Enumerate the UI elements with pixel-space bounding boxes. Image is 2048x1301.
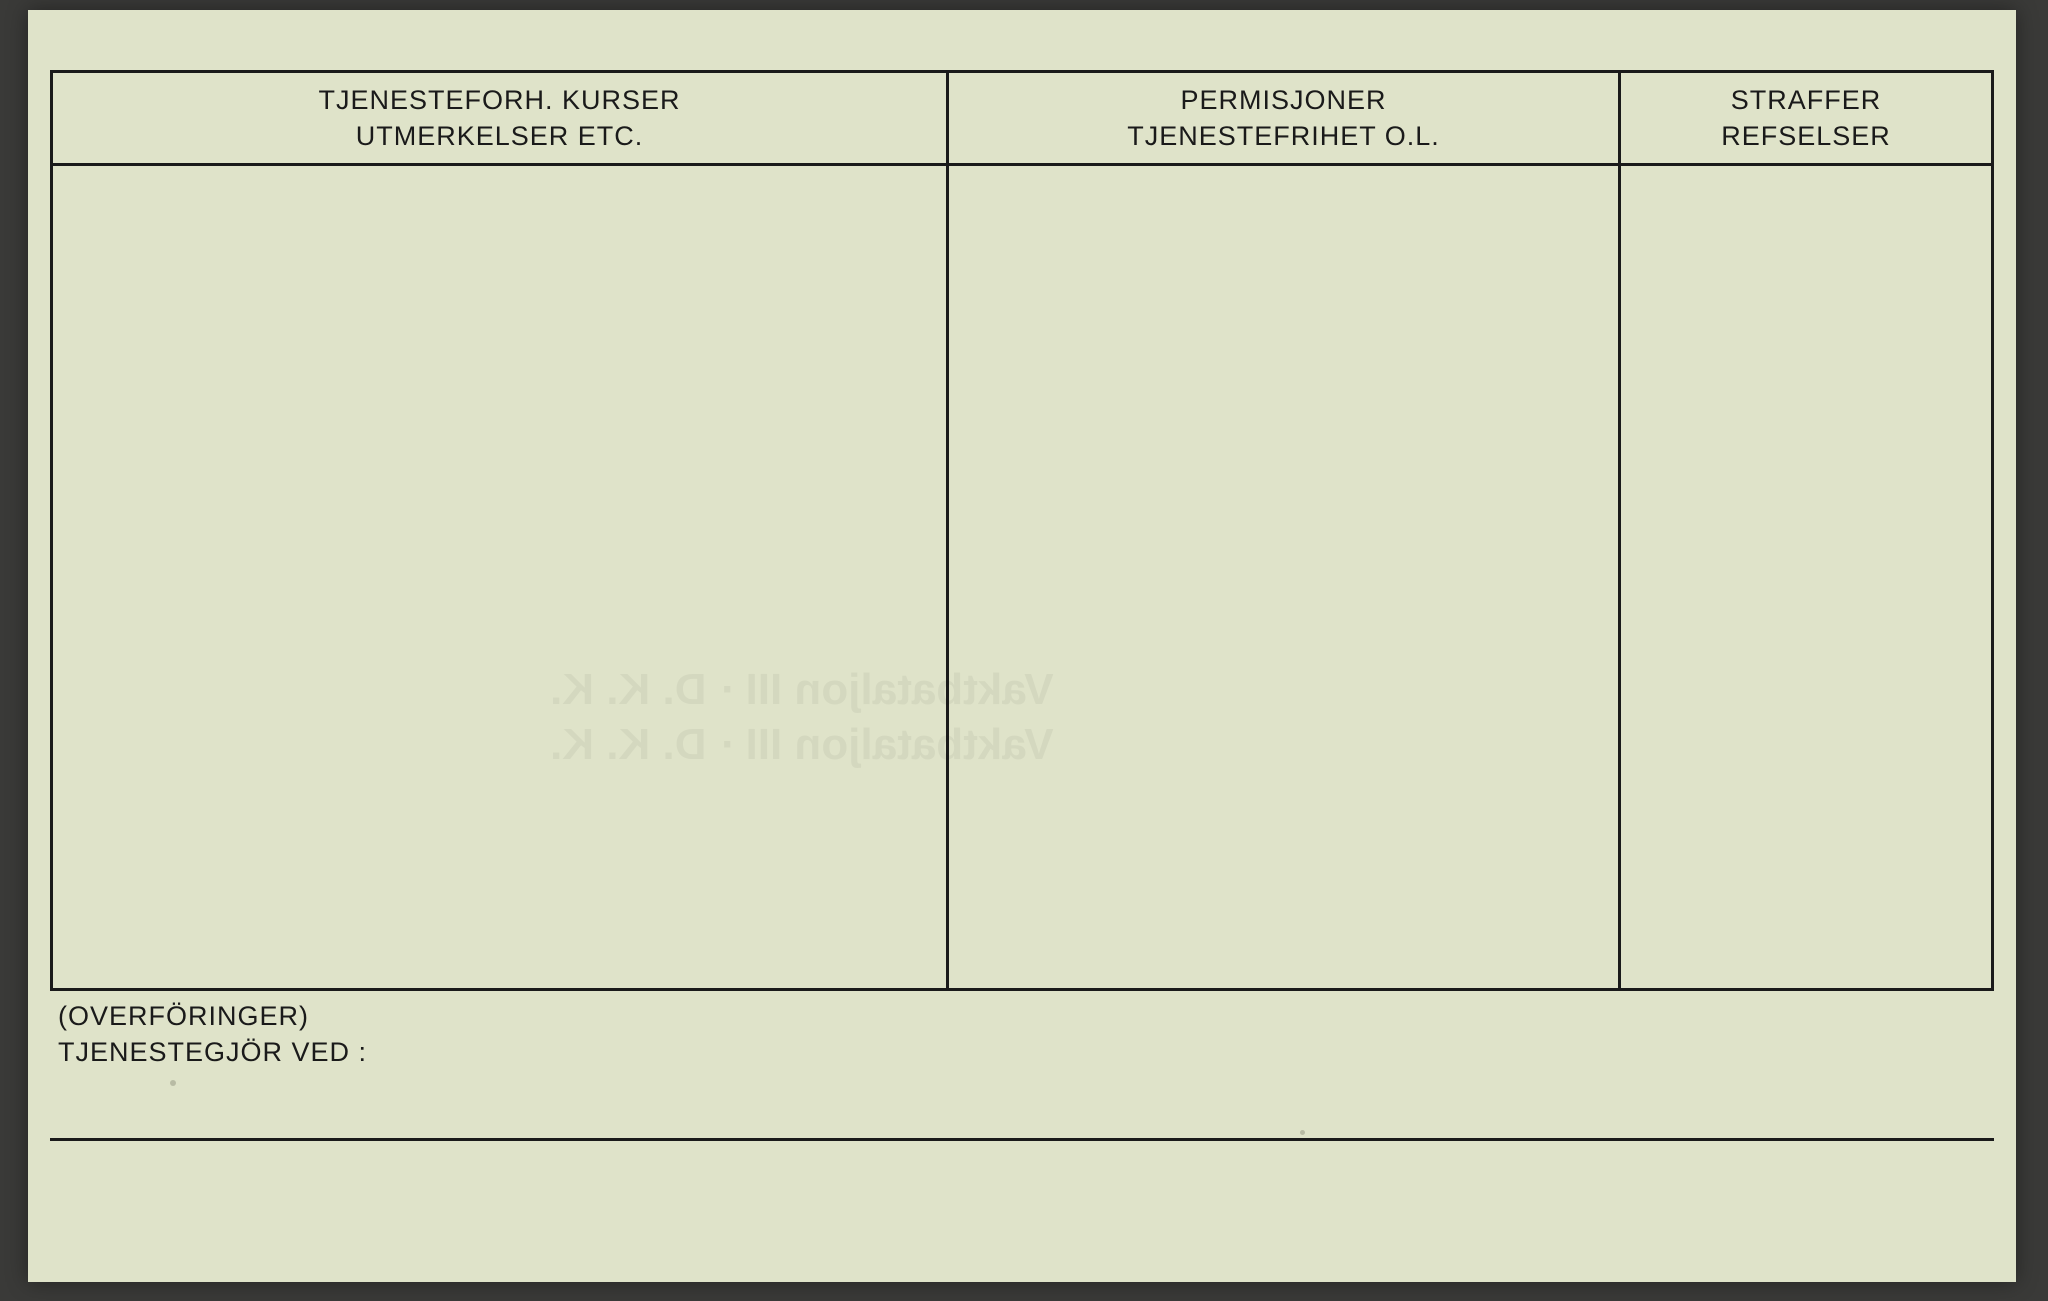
- footer-line-2: TJENESTEGJÖR VED :: [50, 1034, 1994, 1070]
- form-area: TJENESTEFORH. KURSER UTMERKELSER ETC. PE…: [50, 70, 1994, 1222]
- footer-rule: [50, 1138, 1994, 1141]
- header-col-1-line1: TJENESTEFORH. KURSER: [318, 82, 680, 118]
- body-col-3: [1618, 166, 1994, 988]
- body-col-1: [50, 166, 946, 988]
- header-col-3-line2: REFSELSER: [1721, 118, 1891, 154]
- header-col-1: TJENESTEFORH. KURSER UTMERKELSER ETC.: [50, 73, 946, 163]
- paper-speck: [170, 1080, 176, 1086]
- header-col-2-line1: PERMISJONER: [1180, 82, 1386, 118]
- body-col-2: [946, 166, 1618, 988]
- body-bottom-rule: [50, 988, 1994, 991]
- header-row: TJENESTEFORH. KURSER UTMERKELSER ETC. PE…: [50, 73, 1994, 163]
- document-card: TJENESTEFORH. KURSER UTMERKELSER ETC. PE…: [28, 10, 2016, 1282]
- header-col-1-line2: UTMERKELSER ETC.: [356, 118, 644, 154]
- header-col-3: STRAFFER REFSELSER: [1618, 73, 1994, 163]
- header-col-3-line1: STRAFFER: [1731, 82, 1882, 118]
- footer-line-1: (OVERFÖRINGER): [50, 998, 1994, 1034]
- body-row: [50, 166, 1994, 988]
- footer-block: (OVERFÖRINGER) TJENESTEGJÖR VED :: [50, 998, 1994, 1071]
- header-col-2: PERMISJONER TJENESTEFRIHET O.L.: [946, 73, 1618, 163]
- header-col-2-line2: TJENESTEFRIHET O.L.: [1127, 118, 1440, 154]
- paper-speck: [1300, 1130, 1305, 1135]
